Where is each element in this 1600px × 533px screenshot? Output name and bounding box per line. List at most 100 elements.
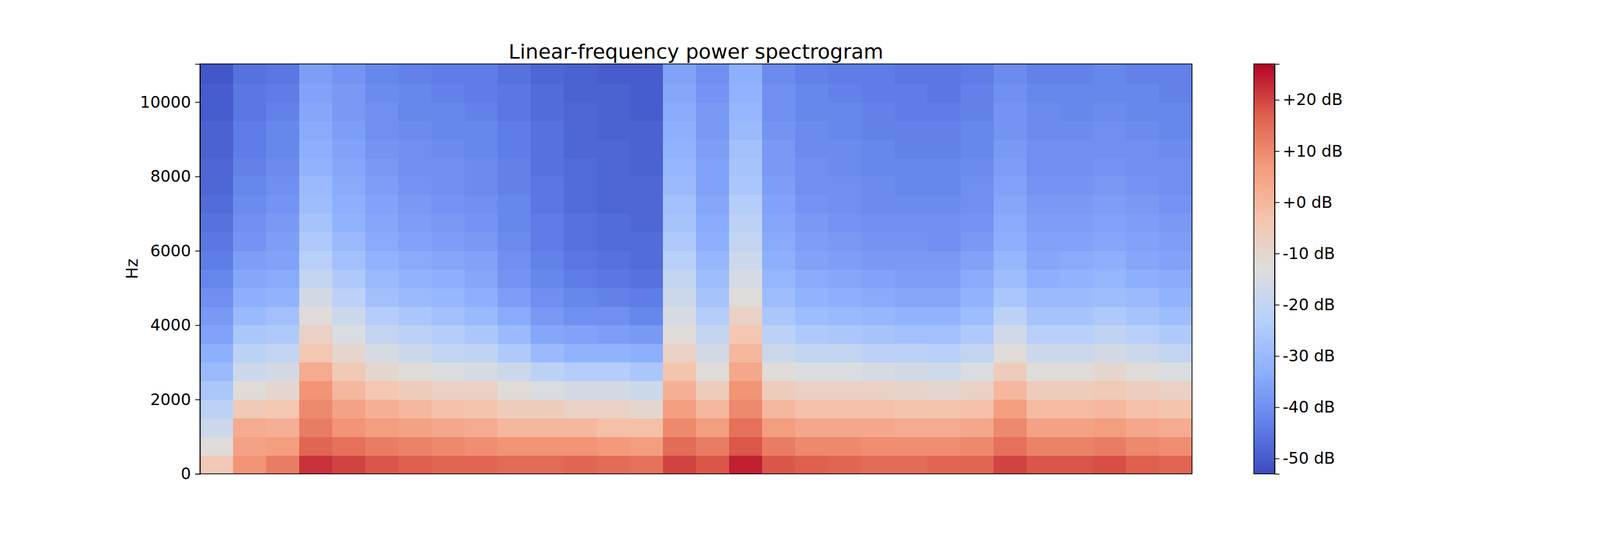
cell: [927, 157, 962, 177]
cell: [828, 362, 862, 382]
cell: [332, 436, 366, 456]
cell: [861, 250, 895, 270]
cell: [464, 455, 499, 475]
cell: [729, 362, 763, 382]
cell: [662, 176, 697, 196]
cell: [960, 232, 995, 252]
cell: [894, 83, 928, 103]
cell: [1092, 381, 1127, 400]
cell: [927, 399, 962, 419]
cell: [596, 64, 631, 84]
cell: [596, 176, 631, 196]
cell: [629, 344, 664, 363]
cell: [894, 157, 928, 177]
cell: [233, 344, 267, 363]
colorbar-tick-label: -10 dB: [1282, 244, 1335, 263]
colorbar-tick-label: +0 dB: [1282, 193, 1333, 212]
cell: [431, 157, 466, 177]
cell: [1092, 288, 1127, 307]
cell: [861, 306, 895, 326]
cell: [960, 325, 995, 344]
cell: [960, 418, 995, 437]
cell: [993, 232, 1028, 252]
cell: [365, 325, 399, 344]
cell: [464, 176, 499, 196]
cell: [1092, 120, 1127, 140]
cell: [861, 176, 895, 196]
cell: [464, 139, 499, 158]
colorbar-axis-line: [1275, 64, 1280, 475]
cell: [1125, 176, 1160, 196]
cell: [365, 250, 399, 270]
cell: [795, 399, 829, 419]
cell: [398, 455, 432, 475]
cell: [266, 362, 300, 382]
cell: [464, 64, 499, 84]
cell: [795, 250, 829, 270]
cell: [530, 101, 565, 121]
cell: [795, 83, 829, 103]
cell: [894, 436, 928, 456]
cell: [497, 139, 532, 158]
cell: [927, 83, 962, 103]
cell: [464, 213, 499, 233]
cell: [729, 288, 763, 307]
cell: [993, 399, 1028, 419]
cell: [828, 176, 862, 196]
cell: [662, 325, 697, 344]
cell: [563, 288, 598, 307]
cell: [960, 176, 995, 196]
cell: [530, 176, 565, 196]
cell: [662, 250, 697, 270]
cell: [563, 381, 598, 400]
cell: [729, 64, 763, 84]
cell: [1026, 250, 1061, 270]
cell: [861, 120, 895, 140]
cell: [332, 83, 366, 103]
cell: [299, 306, 333, 326]
cell: [464, 288, 499, 307]
cell: [200, 269, 234, 288]
colorbar-tick: +0 dB: [1274, 193, 1333, 212]
cell: [332, 101, 366, 121]
cell: [1026, 436, 1061, 456]
cell: [233, 120, 267, 140]
cell: [696, 455, 730, 475]
cell: [365, 269, 399, 288]
cell: [1092, 232, 1127, 252]
cell: [762, 455, 796, 475]
cell: [497, 232, 532, 252]
cell: [629, 306, 664, 326]
cell: [233, 288, 267, 307]
cell: [1059, 176, 1094, 196]
cell: [1158, 288, 1192, 307]
cell: [266, 120, 300, 140]
cell: [332, 455, 366, 475]
cell: [497, 288, 532, 307]
cell: [861, 325, 895, 344]
cell: [233, 436, 267, 456]
cell: [365, 418, 399, 437]
cell: [464, 250, 499, 270]
cell: [233, 101, 267, 121]
cell: [762, 64, 796, 84]
cell: [894, 195, 928, 214]
cell: [332, 120, 366, 140]
cell: [233, 250, 267, 270]
cell: [861, 362, 895, 382]
cell: [431, 381, 466, 400]
cell: [795, 344, 829, 363]
cell: [1092, 176, 1127, 196]
y-tick: 2000: [150, 390, 200, 410]
cell: [894, 288, 928, 307]
cell: [762, 213, 796, 233]
cell: [1125, 399, 1160, 419]
cell: [828, 288, 862, 307]
cell: [398, 64, 432, 84]
cell: [596, 195, 631, 214]
cell: [696, 269, 730, 288]
cell: [1158, 436, 1192, 456]
cell: [332, 176, 366, 196]
cell: [1059, 195, 1094, 214]
y-tick-mark: [195, 474, 200, 476]
